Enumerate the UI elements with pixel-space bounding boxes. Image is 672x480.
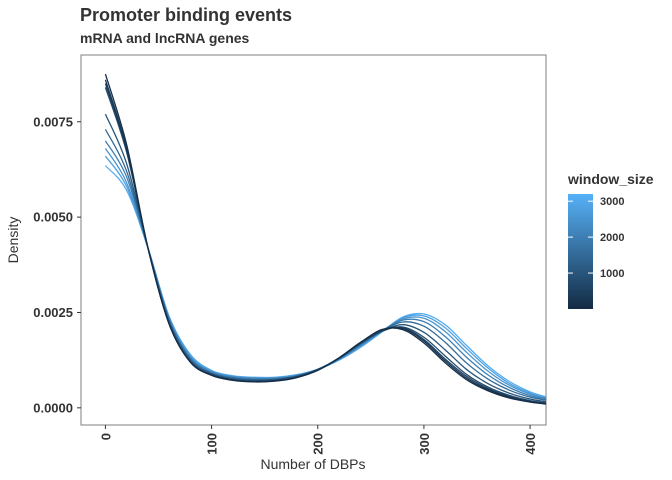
y-axis: 0.0000 0.0025 0.0050 0.0075 [33, 114, 81, 415]
x-tick-label: 300 [417, 433, 432, 455]
legend-tick-label: 1000 [600, 268, 624, 280]
y-tick-label: 0.0075 [33, 114, 73, 129]
x-tick-label: 0 [98, 433, 113, 440]
plot-panel [80, 54, 547, 426]
density-lines [104, 73, 546, 405]
y-axis-title: Density [5, 217, 21, 264]
legend-colorbar [568, 194, 593, 309]
chart-subtitle: mRNA and lncRNA genes [80, 30, 250, 46]
y-tick-label: 0.0050 [33, 210, 73, 225]
x-axis-title: Number of DBPs [260, 456, 365, 472]
chart-title: Promoter binding events [80, 5, 293, 25]
x-axis: 0 100 200 300 400 [98, 425, 538, 455]
x-tick-label: 200 [311, 433, 326, 455]
legend-tick-label: 2000 [600, 232, 624, 244]
x-tick-label: 400 [523, 433, 538, 455]
legend-title: window_size [567, 171, 654, 187]
legend: window_size 1000 2000 3000 [567, 171, 654, 309]
density-line-100 [104, 73, 546, 405]
y-tick-label: 0.0025 [33, 305, 73, 320]
legend-tick-label: 3000 [600, 196, 624, 208]
y-tick-label: 0.0000 [33, 400, 73, 415]
x-tick-label: 100 [205, 433, 220, 455]
